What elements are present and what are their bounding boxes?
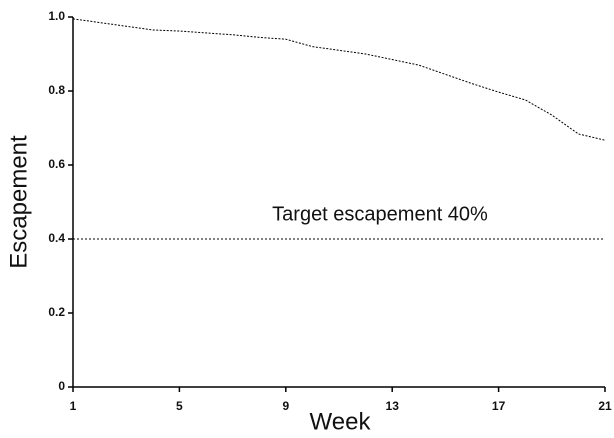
y-tick-label: 0.2 [48, 305, 65, 319]
y-tick-label: 0 [58, 379, 65, 393]
x-tick-label: 21 [598, 399, 612, 413]
x-axis-label: Week [310, 408, 372, 435]
y-tick-label: 1.0 [48, 9, 65, 23]
y-tick-label: 0.8 [48, 83, 65, 97]
x-tick-label: 9 [282, 399, 289, 413]
reference-label: Target escapement 40% [272, 203, 488, 225]
data-line [72, 18, 606, 141]
x-tick-label: 13 [386, 399, 400, 413]
y-tick-label: 0.4 [48, 231, 65, 245]
x-tick-label: 17 [492, 399, 506, 413]
y-tick-label: 0.6 [48, 157, 65, 171]
x-tick-label: 1 [70, 399, 77, 413]
x-tick-label: 5 [176, 399, 183, 413]
y-axis-label: Escapement [5, 135, 32, 269]
